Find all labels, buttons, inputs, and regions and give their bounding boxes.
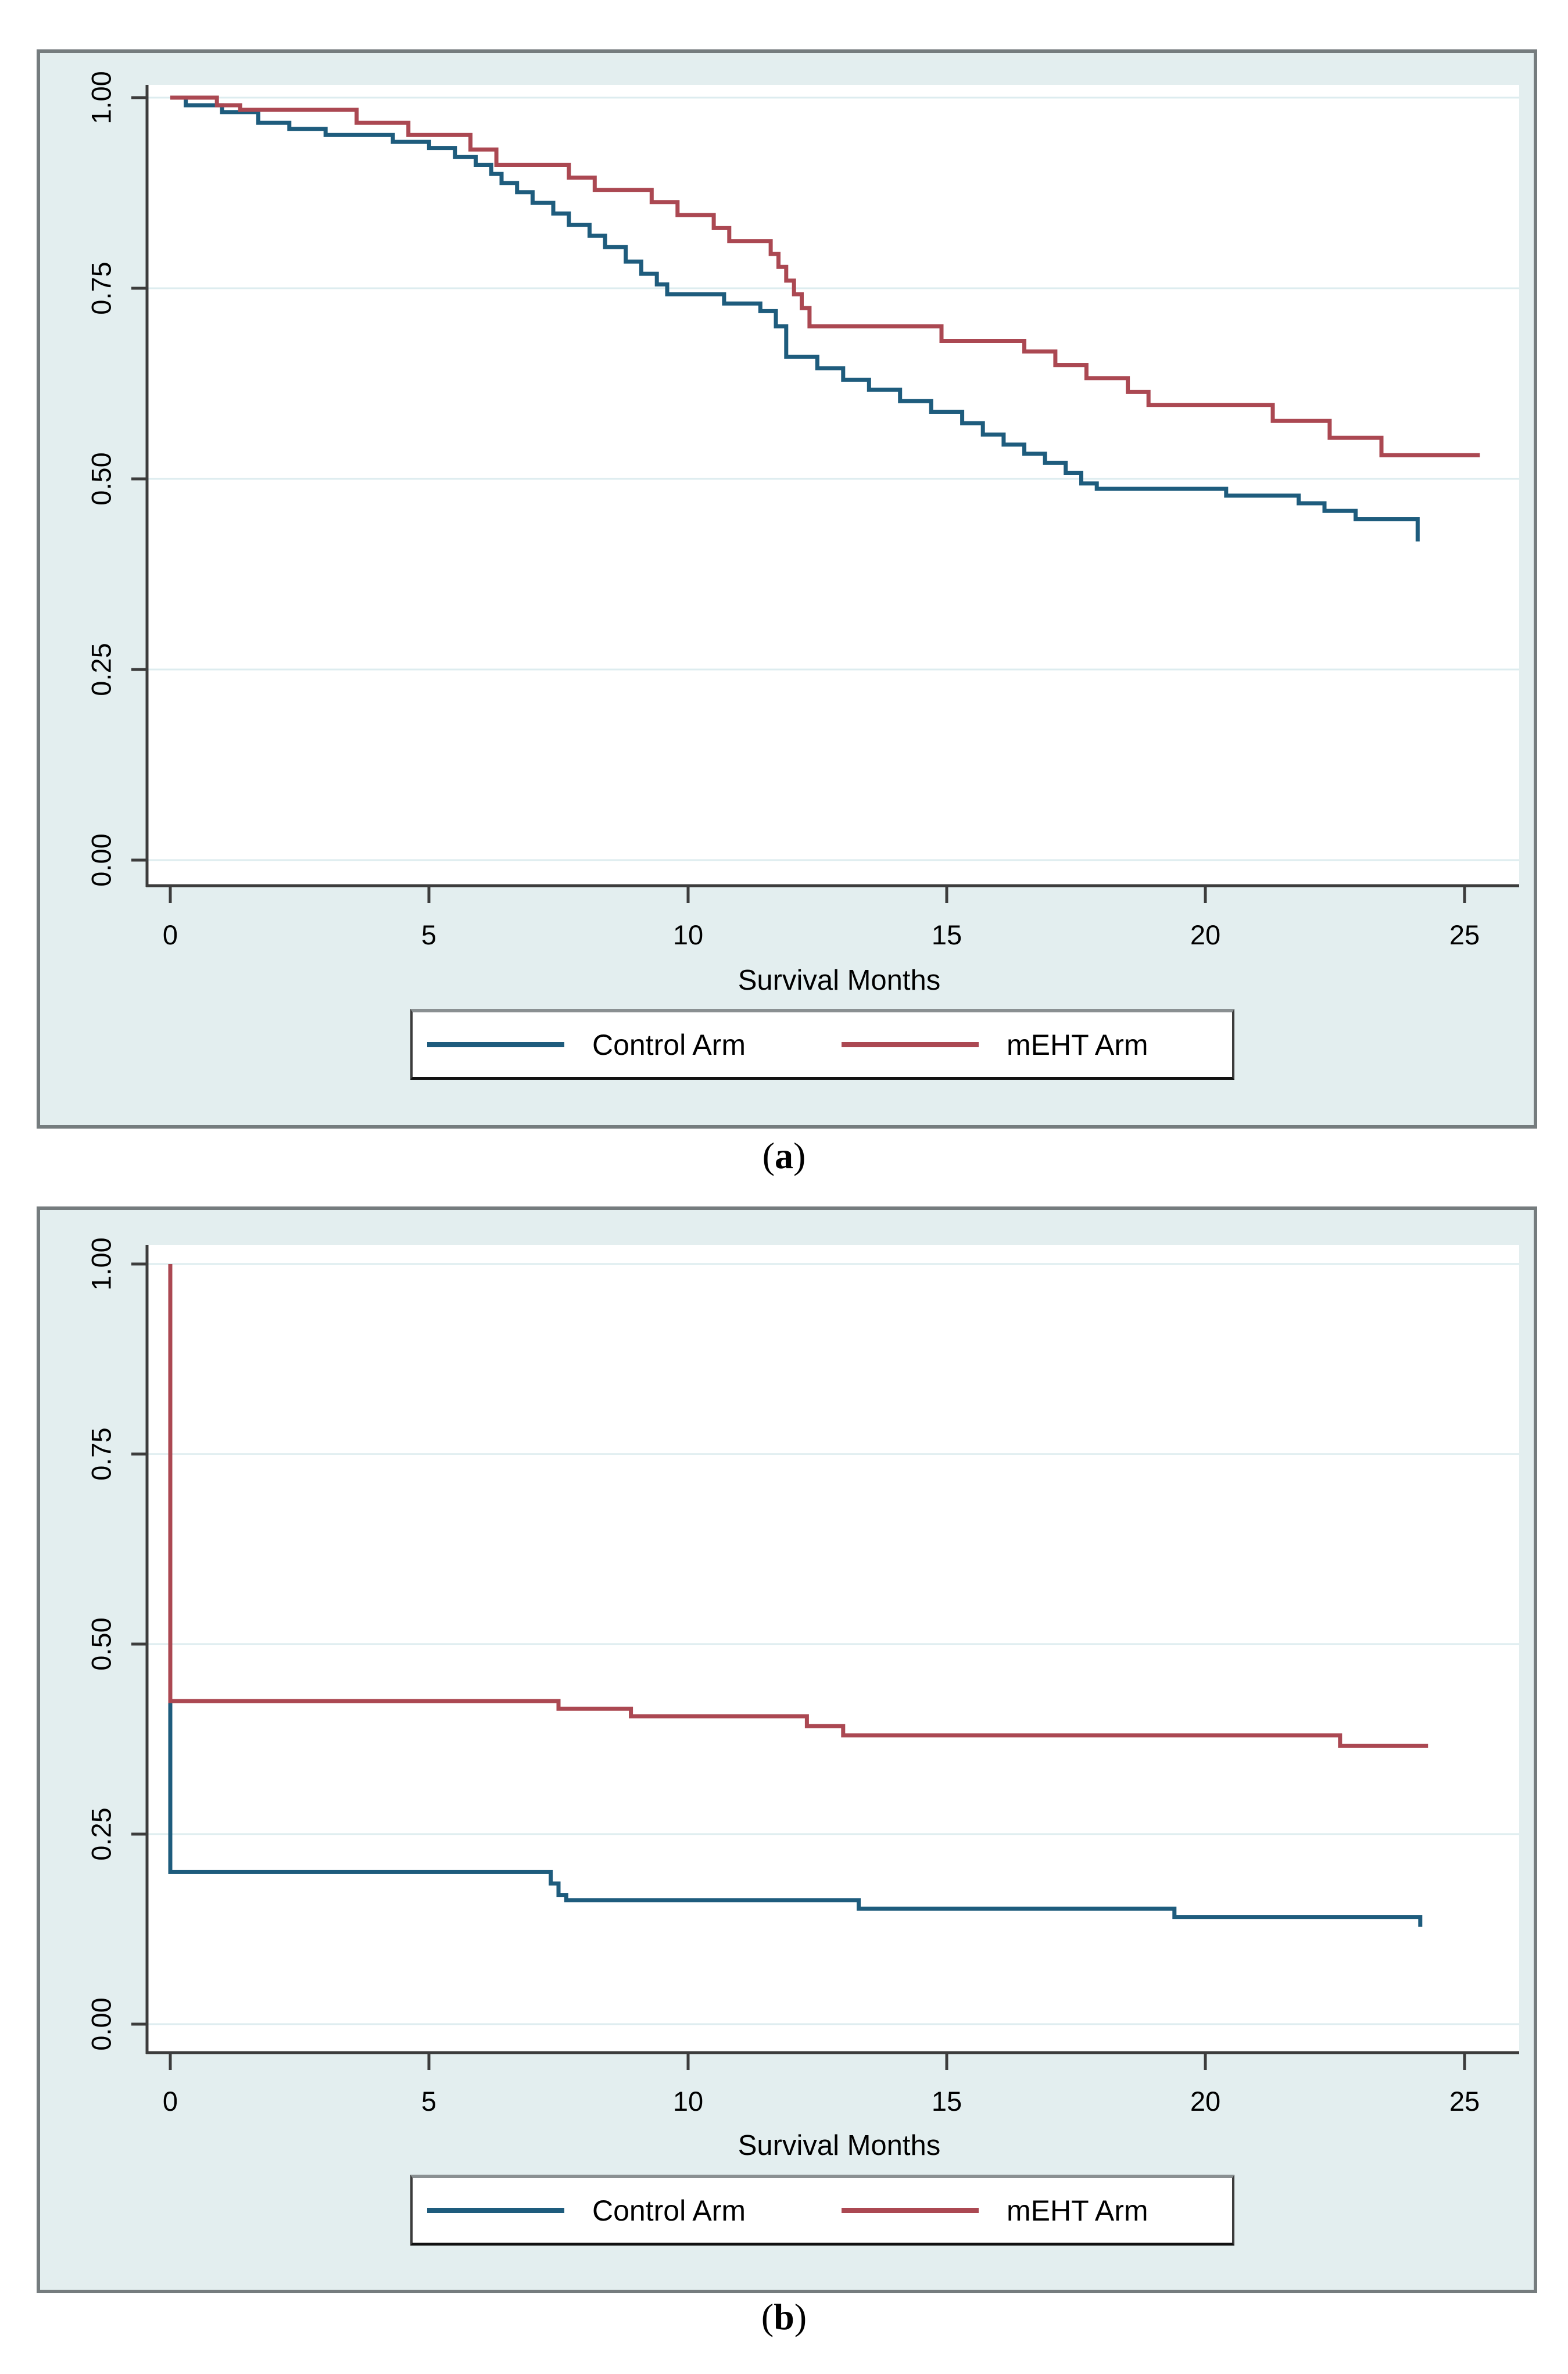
- y-tick-label: 1.00: [86, 71, 117, 124]
- control-arm-curve: [168, 1264, 1423, 1927]
- meht-arm-curve: [168, 1264, 1429, 1748]
- x-tick-label: 0: [163, 919, 178, 950]
- control-arm-legend-line: [427, 1042, 564, 1047]
- x-tick-label: 15: [932, 919, 962, 950]
- control-arm-legend-label: Control Arm: [592, 2194, 746, 2227]
- control-arm-curve: [170, 95, 1420, 542]
- plot-area: [147, 1245, 1519, 2054]
- control-arm-legend-label: Control Arm: [592, 1028, 746, 1061]
- x-tick-label: 5: [421, 919, 436, 950]
- x-axis-title: Survival Months: [738, 965, 941, 996]
- caption-paren: ): [794, 2296, 807, 2337]
- legend: Control Arm mEHT Arm: [410, 1009, 1234, 1080]
- y-tick-label: 0.75: [86, 1427, 117, 1480]
- meht-arm-legend-label: mEHT Arm: [1006, 1028, 1148, 1061]
- x-axis-title: Survival Months: [738, 2130, 941, 2161]
- control-arm-legend-line: [427, 2208, 564, 2213]
- survival-chart-panel-a: 1.00 0.75 0.50 0.25 0.00 0 5 10 15 20 25…: [37, 49, 1537, 1129]
- survival-plot-a: 1.00 0.75 0.50 0.25 0.00 0 5 10 15 20 25…: [86, 71, 1519, 996]
- x-tick-label: 10: [673, 2086, 703, 2117]
- caption-a: (a): [0, 1134, 1568, 1177]
- caption-letter: b: [774, 2296, 794, 2337]
- caption-paren: ): [793, 1135, 806, 1176]
- x-tick-label: 25: [1449, 2086, 1480, 2117]
- y-tick-label: 0.50: [86, 452, 117, 505]
- x-tick-label: 0: [163, 2086, 178, 2117]
- x-tick-label: 15: [932, 2086, 962, 2117]
- y-tick-label: 1.00: [86, 1237, 117, 1290]
- meht-arm-legend-line: [841, 1042, 979, 1047]
- legend: Control Arm mEHT Arm: [410, 2175, 1234, 2246]
- y-tick-label: 0.25: [86, 1807, 117, 1860]
- meht-arm-legend-line: [841, 2208, 979, 2213]
- survival-plot-b: 1.00 0.75 0.50 0.25 0.00 0 5 10 15 20 25…: [86, 1237, 1519, 2161]
- x-tick-label: 25: [1449, 919, 1480, 950]
- caption-letter: a: [775, 1135, 793, 1176]
- y-tick-label: 0.75: [86, 262, 117, 314]
- plot-area: [147, 85, 1519, 887]
- survival-chart-panel-b: 1.00 0.75 0.50 0.25 0.00 0 5 10 15 20 25…: [37, 1206, 1537, 2293]
- meht-arm-curve: [170, 95, 1480, 457]
- x-tick-label: 20: [1190, 2086, 1220, 2117]
- x-tick-label: 20: [1190, 919, 1220, 950]
- y-tick-label: 0.25: [86, 643, 117, 696]
- meht-arm-legend-label: mEHT Arm: [1006, 2194, 1148, 2227]
- caption-b: (b): [0, 2296, 1568, 2339]
- x-tick-label: 10: [673, 919, 703, 950]
- y-tick-label: 0.00: [86, 833, 117, 886]
- caption-paren: (: [762, 1135, 775, 1176]
- x-tick-label: 5: [421, 2086, 436, 2117]
- caption-paren: (: [761, 2296, 774, 2337]
- y-tick-label: 0.00: [86, 1997, 117, 2050]
- y-tick-label: 0.50: [86, 1617, 117, 1670]
